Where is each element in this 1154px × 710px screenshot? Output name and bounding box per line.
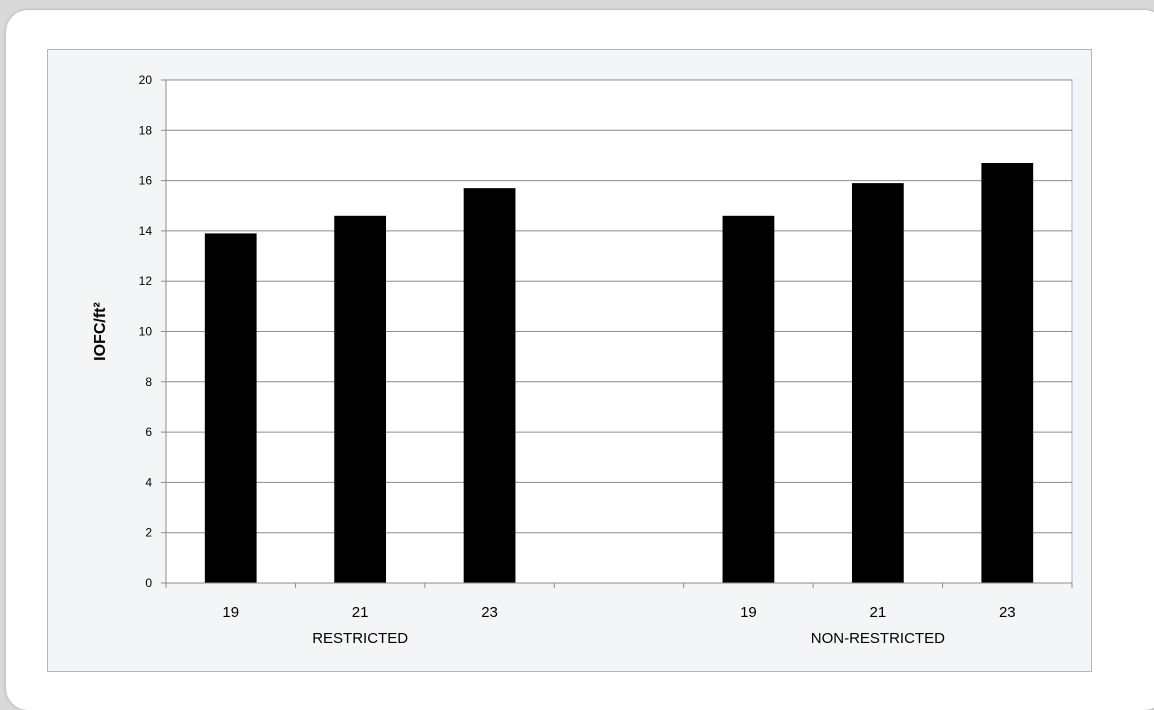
y-tick-label: 20: [139, 73, 153, 87]
x-group-label: RESTRICTED: [312, 630, 408, 647]
y-tick-label: 10: [139, 325, 153, 339]
bar-chart: 0 2 4 6 8 10 12 14 16 18 20 19 21 23 19 21 23 RESTRICTED N…: [92, 73, 1073, 647]
y-axis-title: IOFC/ft²: [92, 302, 109, 361]
x-group-label: NON-RESTRICTED: [811, 630, 945, 647]
y-tick-label: 18: [139, 123, 153, 137]
bar-restricted-19: [204, 233, 257, 584]
bars: [204, 162, 1034, 584]
bar-non-restricted-19: [722, 215, 775, 583]
y-tick-label: 0: [145, 576, 152, 590]
x-category-label: 23: [481, 604, 498, 621]
y-tick-label: 12: [139, 274, 153, 288]
axes: [161, 79, 1073, 588]
x-category-label: 23: [999, 604, 1016, 621]
y-tick-label: 2: [145, 526, 152, 540]
x-category-label: 21: [870, 604, 887, 621]
bar-non-restricted-23: [981, 162, 1034, 583]
chart-frame: 0 2 4 6 8 10 12 14 16 18 20 19 21 23 19 21 23 RESTRICTED N…: [47, 49, 1092, 672]
x-category-label: 21: [352, 604, 369, 621]
x-category-label: 19: [222, 604, 239, 621]
x-category-label: 19: [740, 604, 757, 621]
gridlines: [166, 79, 1072, 534]
axis-labels: 0 2 4 6 8 10 12 14 16 18 20 19 21 23 19 21 23 RESTRICTED N…: [139, 73, 1016, 647]
bar-restricted-23: [463, 188, 516, 583]
y-tick-label: 4: [145, 475, 152, 489]
bar-non-restricted-21: [851, 183, 904, 584]
y-tick-label: 16: [139, 174, 153, 188]
y-tick-label: 8: [145, 375, 152, 389]
y-tick-label: 6: [145, 425, 152, 439]
y-tick-label: 14: [139, 224, 153, 238]
bar-restricted-21: [334, 215, 387, 583]
